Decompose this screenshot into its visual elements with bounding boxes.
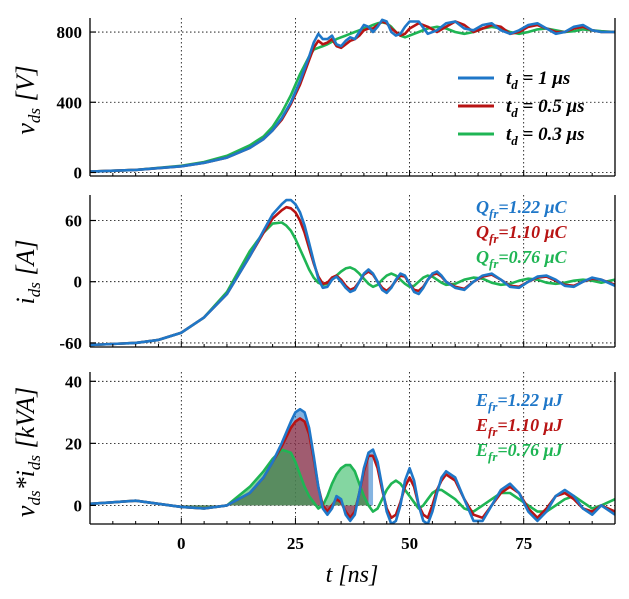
series-line-0 <box>90 18 615 173</box>
series-line-0 <box>90 407 615 524</box>
energy-area-2 <box>181 449 369 509</box>
x-tick-label-0: 0 <box>177 534 186 553</box>
voltage-y-label: vds [V] <box>11 65 44 134</box>
y-tick-label-1: 0 <box>74 273 83 292</box>
y-tick-label-2: 800 <box>57 23 83 42</box>
x-tick-label-3: 75 <box>515 534 532 553</box>
y-tick-label-0: 0 <box>74 496 83 515</box>
y-tick-label-0: -60 <box>59 334 82 353</box>
annotation-0: Efr=1.22 μJ <box>475 390 564 414</box>
annotation-1: Qfr=1.10 μC <box>476 222 568 246</box>
y-tick-label-1: 400 <box>57 93 83 112</box>
legend-entry-0: td = 1 μs <box>506 68 570 92</box>
annotation-2: Qfr=0.76 μC <box>476 247 568 271</box>
annotation-0: Qfr=1.22 μC <box>476 197 568 221</box>
legend-entry-1: td = 0.5 μs <box>506 96 585 120</box>
x-tick-label-2: 50 <box>401 534 418 553</box>
y-tick-label-1: 20 <box>65 434 82 453</box>
y-tick-label-0: 0 <box>74 163 83 182</box>
annotation-2: Efr=0.76 μJ <box>475 440 564 464</box>
x-axis-label: t [ns] <box>326 562 379 588</box>
legend-entry-2: td = 0.3 μs <box>506 124 585 148</box>
power-y-label: vds*ids [kVA] <box>11 387 44 517</box>
current-y-label: ids [A] <box>11 240 44 305</box>
series-line-0 <box>90 198 615 347</box>
y-tick-label-2: 40 <box>65 372 82 391</box>
voltage-panel: 0 400 800 td = 1 μs td = 0.5 μs td = 0.3 μs <box>57 18 616 182</box>
x-tick-label-1: 25 <box>287 534 304 553</box>
annotation-1: Efr=1.10 μJ <box>475 415 564 439</box>
y-tick-label-2: 60 <box>65 212 82 231</box>
series-line-2 <box>90 221 615 347</box>
